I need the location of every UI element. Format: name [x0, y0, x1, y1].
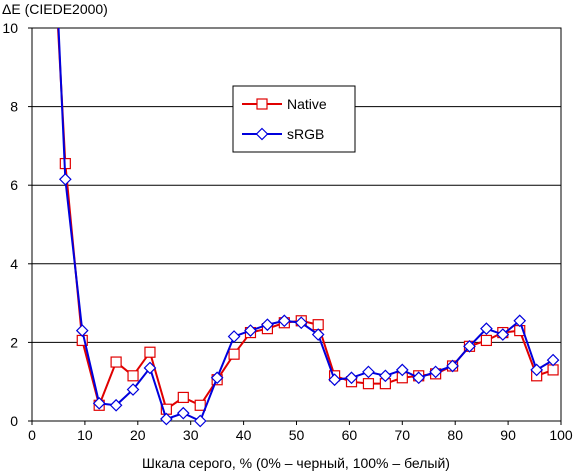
data-point-native: [144, 346, 156, 358]
data-point-srgb: [345, 371, 358, 385]
data-point-srgb: [379, 369, 392, 383]
data-point-srgb: [362, 365, 375, 379]
data-point-srgb: [160, 412, 173, 426]
data-point-srgb: [328, 373, 341, 387]
data-point-native: [194, 399, 206, 411]
x-axis-ticks: 0 10 20 30 40 50 60 70 80 90 100: [28, 421, 573, 443]
y-tick-label: 8: [10, 99, 18, 115]
x-tick-label: 30: [183, 427, 199, 443]
data-point-srgb: [126, 383, 140, 396]
data-point-native: [110, 356, 122, 368]
data-point-srgb: [75, 324, 89, 337]
data-point-srgb: [546, 353, 560, 367]
legend: Native sRGB: [232, 85, 356, 153]
data-point-srgb: [176, 406, 190, 420]
x-tick-label: 20: [130, 427, 146, 443]
legend-label-srgb: sRGB: [287, 126, 324, 142]
data-point-srgb: [294, 316, 308, 330]
y-axis-title: ΔE (CIEDE2000): [2, 1, 108, 17]
series-layer: [57, 28, 560, 428]
data-point-srgb: [143, 361, 157, 375]
data-point-srgb: [109, 398, 123, 412]
data-point-srgb: [513, 314, 527, 328]
x-axis-title: Шкала серого, % (0% – черный, 100% – бел…: [142, 455, 450, 471]
x-tick-label: 70: [395, 427, 411, 443]
data-point-srgb: [58, 172, 72, 186]
data-point-srgb: [311, 328, 325, 341]
x-tick-label: 50: [289, 427, 305, 443]
legend-label-native: Native: [287, 96, 327, 112]
data-point-srgb: [530, 363, 544, 377]
data-point-srgb: [429, 365, 442, 379]
data-point-native: [362, 378, 375, 390]
data-point-srgb: [261, 318, 274, 332]
data-point-srgb: [412, 371, 426, 385]
data-point-srgb: [496, 328, 510, 341]
data-point-srgb: [446, 359, 459, 373]
data-point-native: [127, 370, 139, 382]
data-point-native: [228, 348, 240, 360]
x-tick-label: 40: [236, 427, 252, 443]
data-point-native: [177, 391, 189, 404]
y-tick-label: 2: [10, 334, 18, 350]
x-tick-label: 10: [77, 427, 93, 443]
x-tick-label: 0: [28, 427, 36, 443]
y-tick-label: 0: [10, 413, 18, 429]
data-point-srgb: [227, 330, 241, 343]
data-point-native: [480, 334, 493, 347]
y-tick-label: 4: [10, 256, 18, 272]
data-point-srgb: [210, 371, 224, 385]
series-line-native: [57, 28, 554, 411]
series-srgb: [57, 28, 560, 428]
data-point-srgb: [244, 324, 257, 337]
legend-swatch-marker: [255, 127, 269, 141]
x-tick-label: 90: [500, 427, 516, 443]
data-point-srgb: [277, 314, 291, 328]
data-point-srgb: [193, 414, 207, 428]
series-native: [57, 28, 559, 415]
legend-box: [232, 85, 356, 153]
y-tick-label: 10: [2, 20, 18, 36]
y-axis-ticks: 0 2 4 6 8 10: [2, 20, 32, 429]
x-tick-label: 100: [549, 427, 573, 443]
data-point-srgb: [395, 363, 409, 377]
data-point-srgb: [463, 339, 476, 353]
x-tick-label: 80: [447, 427, 463, 443]
data-point-srgb: [92, 396, 106, 410]
x-tick-label: 60: [342, 427, 358, 443]
series-line-srgb: [57, 28, 554, 421]
data-point-srgb: [480, 322, 493, 335]
y-tick-label: 6: [10, 177, 18, 193]
legend-swatch-marker: [256, 98, 268, 110]
